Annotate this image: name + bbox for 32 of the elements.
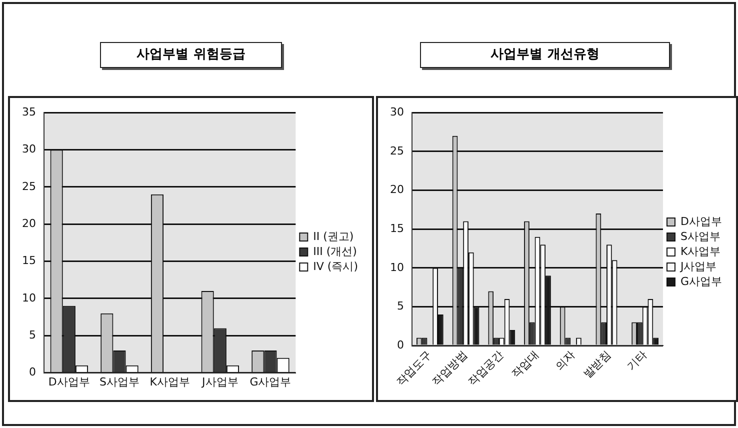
y-tick-label: 20	[22, 216, 36, 230]
x-tick-label: S사업부	[100, 375, 140, 388]
y-tick-label: 20	[390, 183, 404, 196]
y-tick-label: 10	[390, 260, 404, 274]
legend-label: G사업부	[680, 274, 722, 288]
y-tick-label: 5	[396, 300, 404, 313]
y-tick-label: 30	[22, 142, 36, 156]
x-tick-label: G사업부	[250, 375, 292, 388]
legend-label: J사업부	[679, 260, 717, 273]
y-tick-label: 35	[22, 105, 36, 118]
y-tick-label: 25	[22, 180, 36, 193]
x-tick-label: J사업부	[201, 375, 238, 388]
chart-title: 사업부별 개선유형	[420, 42, 670, 68]
y-tick-label: 30	[390, 105, 404, 118]
y-tick-label: 5	[28, 328, 36, 342]
x-tick-label: 기타	[624, 348, 650, 373]
x-tick-label: K사업부	[150, 375, 190, 388]
legend-label: S사업부	[680, 230, 720, 243]
legend-label: II (권고)	[313, 230, 354, 243]
legend-label: K사업부	[680, 244, 721, 258]
x-tick-label: 의자	[552, 348, 578, 373]
y-tick-label: 25	[390, 144, 404, 158]
y-tick-label: 0	[396, 338, 404, 352]
y-tick-label: 10	[22, 291, 36, 304]
legend-label: D사업부	[680, 214, 722, 228]
legend-label: III (개선)	[313, 244, 357, 258]
legend-label: IV (즉시)	[313, 260, 358, 273]
y-tick-label: 15	[22, 254, 36, 268]
y-tick-label: 0	[28, 366, 36, 379]
x-tick-label: D사업부	[48, 375, 90, 388]
y-tick-label: 15	[390, 222, 404, 235]
chart-title: 사업부별 위험등급	[100, 42, 282, 68]
